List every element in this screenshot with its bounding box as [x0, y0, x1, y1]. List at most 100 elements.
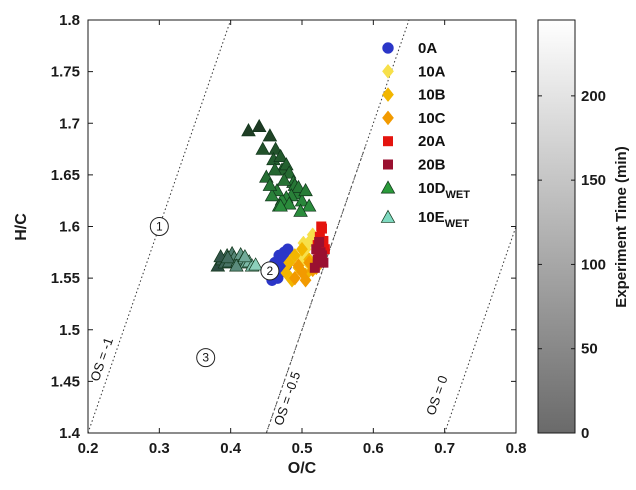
- legend-label: 20A: [418, 133, 446, 150]
- region-label: 1: [156, 220, 163, 234]
- x-axis-ticks: 0.2 0.3 0.4 0.5 0.6 0.7 0.8: [78, 20, 527, 457]
- data-point-20a: [316, 221, 327, 232]
- os-line-label: OS = 0: [423, 374, 451, 417]
- data-point-20b: [311, 244, 322, 255]
- legend-marker-10c: [382, 110, 394, 126]
- y-tick-label: 1.4: [59, 425, 81, 442]
- data-point-10b: [296, 241, 308, 257]
- oxidation-state-labels: OS = -1 OS = -0.5 OS = 0: [87, 335, 450, 427]
- data-point-10d: [264, 188, 280, 202]
- legend-marker-10e: [380, 209, 396, 223]
- legend-marker-20a: [383, 136, 393, 147]
- legend-label-main: 10D: [418, 180, 446, 197]
- os-line: [88, 20, 232, 433]
- data-point-10d: [241, 123, 256, 137]
- os-line-label: OS = -0.5: [271, 370, 303, 428]
- region-label: 2: [267, 264, 274, 278]
- data-point-10e: [229, 258, 244, 272]
- data-point-20b: [314, 236, 325, 247]
- data-point-10d: [268, 141, 283, 155]
- y-tick-label: 1.6: [59, 219, 80, 236]
- legend-marker-10b: [382, 87, 394, 103]
- data-point-10d: [273, 198, 288, 212]
- y-tick-label: 1.8: [59, 12, 80, 29]
- y-tick-label: 1.65: [51, 167, 80, 184]
- os-line-dashed: [265, 143, 367, 433]
- os-line: [444, 226, 516, 433]
- legend-label-subscript: WET: [445, 218, 470, 230]
- x-tick-label: 0.5: [292, 440, 313, 457]
- y-tick-label: 1.5: [59, 322, 80, 339]
- data-point-10d: [281, 165, 297, 179]
- data-point-10e: [248, 257, 263, 271]
- x-tick-label: 0.3: [149, 440, 170, 457]
- data-point-10e: [237, 249, 253, 263]
- y-axis-ticks: 1.4 1.45 1.5 1.55 1.6 1.65 1.7 1.75 1.8: [51, 12, 516, 442]
- legend-label-main: 10B: [418, 87, 446, 104]
- os-line-label: OS = -1: [87, 335, 116, 383]
- colorbar-tick-label: 150: [581, 172, 606, 189]
- legend-label-main: 10A: [418, 63, 446, 80]
- legend-marker-10a: [382, 63, 394, 79]
- x-tick-label: 0.7: [434, 440, 455, 457]
- legend-label: 10C: [418, 110, 446, 127]
- region-label: 3: [202, 351, 209, 365]
- x-tick-label: 0.2: [78, 440, 99, 457]
- legend-label-main: 0A: [418, 40, 437, 57]
- legend-label: 10B: [418, 87, 446, 104]
- y-tick-label: 1.75: [51, 64, 80, 81]
- region-circle: [196, 348, 216, 368]
- legend-label-main: 20A: [418, 133, 446, 150]
- legend-marker-20b: [383, 159, 393, 170]
- colorbar: [537, 19, 576, 434]
- x-tick-label: 0.6: [363, 440, 384, 457]
- colorbar-label: Experiment Time (min): [613, 146, 630, 307]
- region-circle: [260, 261, 280, 281]
- data-point-20b: [318, 257, 329, 268]
- oxidation-state-lines: [88, 20, 516, 433]
- region-circle: [149, 217, 169, 236]
- colorbar-tick-label: 0: [581, 425, 589, 442]
- data-point-10d: [301, 198, 317, 212]
- colorbar-tick-label: 200: [581, 88, 606, 105]
- legend-marker-10d: [380, 180, 396, 194]
- x-axis-label: O/C: [288, 460, 317, 477]
- data-point-10d: [262, 128, 278, 142]
- data-point-10c: [299, 272, 312, 288]
- legend-label-main: 10E: [418, 209, 445, 226]
- legend-label: 20B: [418, 157, 446, 174]
- x-tick-label: 0.8: [506, 440, 527, 457]
- legend-label: 10EWET: [418, 209, 469, 230]
- data-point-10d: [291, 179, 306, 193]
- legend-label-subscript: WET: [446, 189, 471, 201]
- legend-label: 10DWET: [418, 180, 470, 201]
- y-tick-label: 1.45: [51, 373, 80, 390]
- y-axis-label: H/C: [13, 213, 30, 241]
- data-point-10b: [288, 248, 301, 263]
- data-point-20b: [316, 250, 327, 261]
- colorbar-tick-label: 100: [581, 256, 606, 273]
- data-point-10d: [294, 193, 310, 207]
- data-point-10c: [288, 270, 301, 286]
- data-point-10d: [255, 141, 271, 155]
- legend-label-main: 10C: [418, 110, 446, 127]
- data-point-10d: [281, 196, 297, 210]
- data-point-10d: [262, 177, 278, 191]
- data-point-10d: [273, 148, 288, 162]
- y-tick-label: 1.55: [51, 270, 80, 287]
- data-point-10d: [298, 182, 313, 197]
- legend-label: 10A: [418, 63, 446, 80]
- data-point-10d: [293, 203, 308, 217]
- data-point-20b: [309, 262, 320, 273]
- region-markers: 1 2 3: [149, 217, 280, 368]
- x-tick-label: 0.4: [220, 440, 242, 457]
- data-point-10d: [276, 172, 292, 186]
- data-point-10d: [251, 118, 267, 133]
- legend-marker-0a: [382, 42, 394, 54]
- y-tick-label: 1.7: [59, 115, 80, 132]
- colorbar-tick-label: 50: [581, 341, 598, 358]
- legend-label-main: 20B: [418, 157, 446, 174]
- legend-label: 0A: [418, 40, 437, 57]
